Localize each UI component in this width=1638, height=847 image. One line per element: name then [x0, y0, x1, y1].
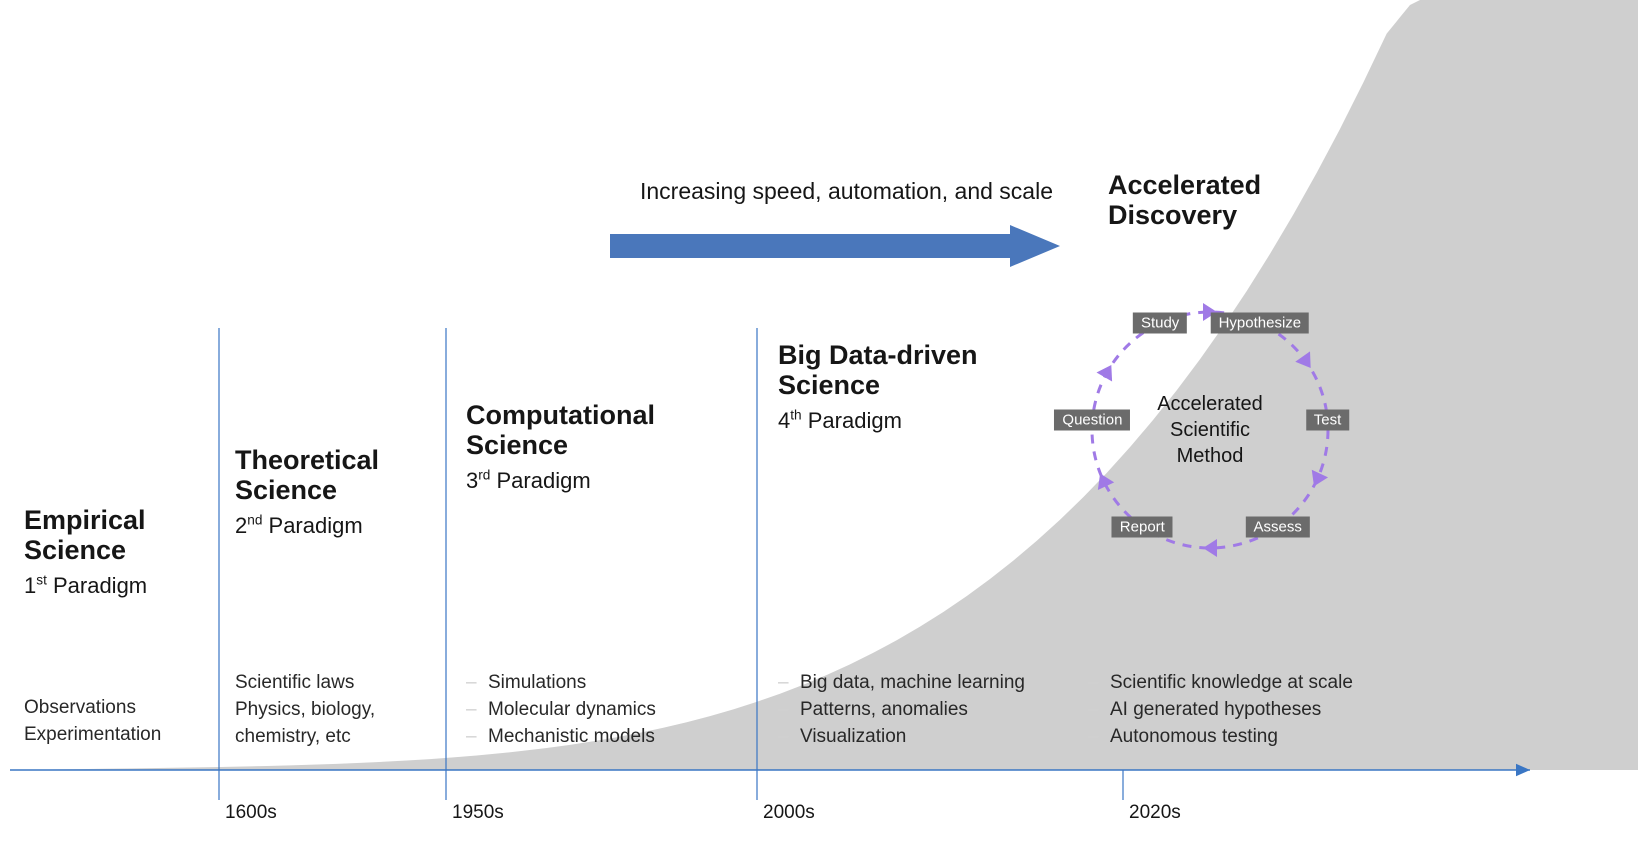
cycle-node: Question	[1054, 409, 1130, 430]
cycle-node: Report	[1112, 516, 1173, 537]
cycle-diagram: Study Hypothesize Test Assess Report Question…	[0, 0, 1638, 847]
cycle-node: Study	[1133, 313, 1187, 334]
cycle-center-label: AcceleratedScientificMethod	[1157, 391, 1263, 469]
cycle-node: Hypothesize	[1211, 313, 1310, 334]
diagram-stage: Increasing speed, automation, and scale …	[0, 0, 1638, 847]
cycle-node: Assess	[1245, 516, 1309, 537]
cycle-node: Test	[1306, 409, 1350, 430]
